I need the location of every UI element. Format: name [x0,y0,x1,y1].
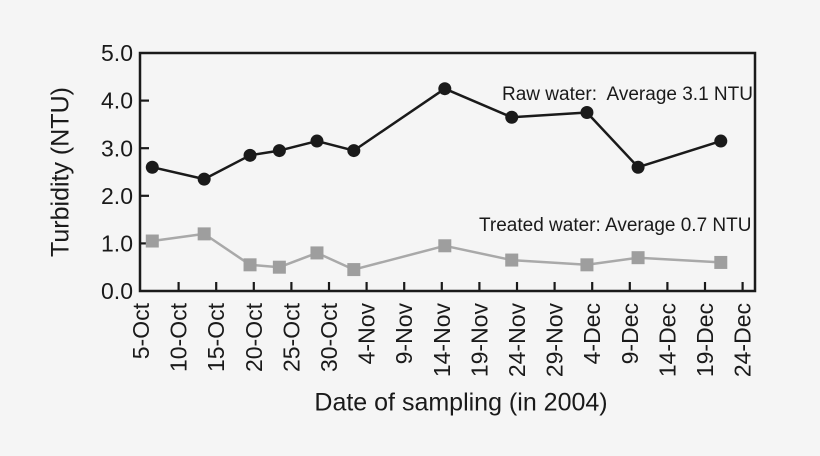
y-tick-label: 2.0 [101,183,133,209]
x-tick-label: 14-Nov [429,303,455,378]
y-tick-label: 5.0 [101,40,133,66]
x-tick-label: 24-Nov [504,303,530,378]
x-tick-label: 25-Oct [278,302,304,372]
treated-water-marker [580,258,594,272]
raw-water-marker [310,134,324,148]
x-tick-label: 9-Nov [391,303,417,365]
x-axis-title: Date of sampling (in 2004) [314,388,608,417]
x-tick-label: 4-Dec [579,303,605,364]
treated-water-marker [347,263,361,277]
raw-water-marker [145,160,159,174]
raw-water-annotation: Raw water: Average 3.1 NTU [502,84,753,105]
x-tick-label: 20-Oct [241,302,267,372]
treated-water-annotation: Treated water: Average 0.7 NTU [479,215,752,236]
plot-border [138,51,757,293]
x-tick-label: 4-Nov [354,303,380,365]
x-tick-label: 19-Nov [466,303,492,378]
x-tick-label: 14-Dec [654,303,680,377]
raw-water-marker [580,106,594,119]
y-tick-label: 0.0 [101,278,133,304]
treated-water-marker [505,253,519,267]
x-tick-label: 15-Oct [203,302,229,372]
raw-water-marker [272,144,286,158]
treated-water-marker [272,260,286,274]
x-tick-label: 30-Oct [316,302,342,372]
raw-water-marker [243,148,257,162]
x-tick-label: 24-Dec [730,303,756,377]
treated-water-marker [310,246,324,260]
y-tick-label: 3.0 [101,135,133,161]
y-tick-label: 4.0 [101,88,133,114]
x-tick-label: 5-Oct [128,302,154,359]
raw-water-marker [714,134,728,148]
x-tick-label: 29-Nov [542,303,568,378]
y-tick-label: 1.0 [101,230,133,256]
treated-water-marker [631,251,645,265]
x-tick-label: 10-Oct [166,302,192,372]
treated-water-marker [197,227,211,241]
treated-water-marker [243,258,257,272]
raw-water-marker [631,160,645,174]
treated-water-marker [145,234,159,248]
raw-water-marker [347,144,361,158]
raw-water-marker [438,82,452,96]
raw-water-marker [197,172,211,186]
x-tick-label: 19-Dec [692,303,718,377]
x-tick-label: 9-Dec [617,303,643,364]
treated-water-marker [714,255,728,269]
treated-water-marker [438,239,452,253]
y-axis-title: Turbidity (NTU) [46,87,75,257]
raw-water-marker [505,110,519,124]
